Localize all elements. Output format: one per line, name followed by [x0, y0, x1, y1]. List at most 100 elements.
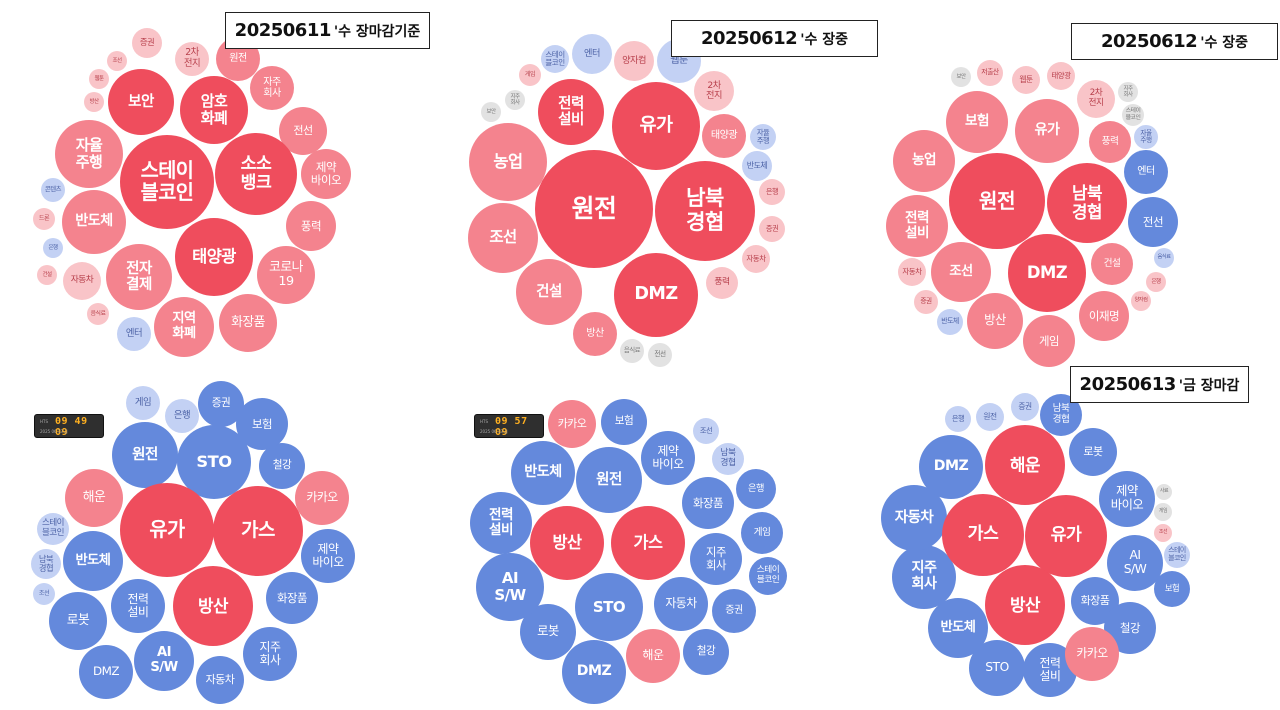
bubble-1-18: 증권 [132, 28, 162, 58]
bubble-6-22: 증권 [1011, 393, 1039, 421]
bubble-5-16: 화장품 [682, 477, 734, 529]
bubble-2-4: DMZ [614, 253, 698, 337]
bubble-4-5: 카카오 [295, 471, 349, 525]
panel-6-date: 20250613 [1079, 374, 1177, 395]
bubble-5-17: 제약 바이오 [641, 431, 695, 485]
bubble-2-7: 조선 [468, 203, 538, 273]
bubble-6-8: 자동차 [881, 485, 947, 551]
bubble-2-5: 전력 설비 [538, 79, 604, 145]
bubble-4-16: DMZ [79, 645, 133, 699]
bubble-6-6: 조선 [1154, 524, 1172, 542]
bubble-2-14: 은행 [759, 179, 785, 205]
bubble-5-6: 원전 [576, 447, 642, 513]
bubble-4-4: 해운 [65, 469, 123, 527]
bubble-2-24: 보안 [481, 102, 501, 122]
bubble-1-21: 웹툰 [89, 69, 109, 89]
bubble-5-19: 은행 [736, 469, 776, 509]
bubble-3-3: DMZ [1008, 234, 1086, 312]
bubble-6-10: 반도체 [928, 598, 988, 658]
bubble-5-22: 조선 [693, 418, 719, 444]
bubble-4-3: 방산 [173, 566, 253, 646]
bubble-2-26: 전선 [648, 343, 672, 367]
panel-1-date: 20250611 [234, 20, 332, 41]
bubble-4-23: 남북 경협 [31, 549, 61, 579]
bubble-5-20: 게임 [741, 512, 783, 554]
bubble-3-23: 전선 [1128, 197, 1178, 247]
bubble-1-13: 제약 바이오 [301, 149, 351, 199]
bubble-2-20: 스테이 블코인 [541, 45, 569, 73]
bubble-2-22: 반도체 [742, 151, 772, 181]
bubble-2-13: 게임 [519, 64, 541, 86]
bubble-5-13: 자동차 [654, 577, 708, 631]
bubble-3-15: 웹툰 [1012, 66, 1040, 94]
bubble-6-5: 카카오 [1065, 627, 1119, 681]
bubble-4-21: 은행 [165, 399, 199, 433]
bubble-3-13: 풍력 [1089, 121, 1131, 163]
bubble-3-10: 게임 [1023, 315, 1075, 367]
bubble-4-10: 철강 [259, 443, 305, 489]
bubble-2-10: 태양광 [702, 114, 746, 158]
bubble-2-2: 유가 [612, 82, 700, 170]
bubble-3-1: 원전 [949, 153, 1045, 249]
bubble-6-4: 방산 [985, 565, 1065, 645]
bubble-3-12: 건설 [1091, 243, 1133, 285]
panel-2-title: 20250612 '수 장중 [671, 20, 878, 57]
bubble-1-23: 드론 [33, 208, 55, 230]
bubble-3-9: 방산 [967, 293, 1023, 349]
bubble-3-16: 태양광 [1047, 62, 1075, 90]
bubble-5-5: STO [575, 573, 643, 641]
bubble-3-4: 유가 [1015, 99, 1079, 163]
bubble-2-3: 남북 경협 [655, 161, 755, 261]
bubble-6-3: 유가 [1025, 495, 1107, 577]
bubble-6-9: 지주 회사 [892, 545, 956, 609]
bubble-3-26: 음식료 [1154, 248, 1174, 268]
bubble-1-10: 화장품 [219, 294, 277, 352]
bubble-5-2: 가스 [611, 506, 685, 580]
bubble-1-11: 코로나 19 [257, 246, 315, 304]
bubble-3-25: 반도체 [937, 309, 963, 335]
bubble-3-18: 자동차 [898, 258, 926, 286]
bubble-6-25: 게임 [1154, 503, 1172, 521]
bubble-2-9: 방산 [573, 312, 617, 356]
bubble-6-2: 가스 [942, 494, 1024, 576]
bubble-6-15: AI S/W [1107, 535, 1163, 591]
bubble-3-22: 엔터 [1124, 150, 1168, 194]
bubble-6-20: 은행 [945, 406, 971, 432]
bubble-2-21: 자율 주행 [750, 124, 776, 150]
bubble-3-20: 은행 [1146, 272, 1166, 292]
bubble-6-1: 해운 [985, 425, 1065, 505]
bubble-2-25: 음식료 [620, 339, 644, 363]
panel-2-desc: '수 장중 [800, 31, 848, 48]
bubble-2-11: 2차 전지 [694, 71, 734, 111]
bubble-3-5: 보험 [946, 91, 1008, 153]
bubble-5-11: DMZ [562, 640, 626, 704]
bubble-3-7: 전력 설비 [886, 195, 948, 257]
bubble-1-20: 조선 [107, 51, 127, 71]
clock-date: 2025 06 13 금 [40, 429, 68, 434]
bubble-2-6: 농업 [469, 123, 547, 201]
bubble-3-6: 농업 [893, 130, 955, 192]
bubble-2-8: 건설 [516, 259, 582, 325]
bubble-1-17: 2차 전지 [175, 42, 209, 76]
bubble-5-21: 스테이 블코인 [749, 557, 787, 595]
bubble-6-12: 전력 설비 [1023, 643, 1077, 697]
bubble-4-24: 조선 [33, 583, 55, 605]
bubble-1-7: 반도체 [62, 190, 126, 254]
bubble-4-1: 유가 [120, 483, 214, 577]
bubble-5-23: 남북 경협 [712, 443, 744, 475]
bubble-2-12: 양자컴 [614, 41, 654, 81]
bubble-3-19: 증권 [914, 290, 938, 314]
bubble-3-17: 저출산 [977, 60, 1003, 86]
bubble-4-15: AI S/W [134, 631, 194, 691]
bubble-1-6: 자율 주행 [55, 120, 123, 188]
bubble-4-12: 화장품 [266, 572, 318, 624]
bubble-4-14: 자동차 [196, 656, 244, 704]
bubble-1-15: 자주 회사 [250, 66, 294, 110]
panel-1-title: 20250611 '수 장마감기준 [225, 12, 430, 49]
bubble-3-8: 조선 [931, 242, 991, 302]
bubble-1-24: 건설 [37, 265, 57, 285]
bubble-3-21: 양자컴 [1131, 291, 1151, 311]
panel-1-desc: '수 장마감기준 [333, 23, 421, 40]
panel-5-clock: HTS 09 57 09 2025 06 13 금 [474, 414, 544, 438]
